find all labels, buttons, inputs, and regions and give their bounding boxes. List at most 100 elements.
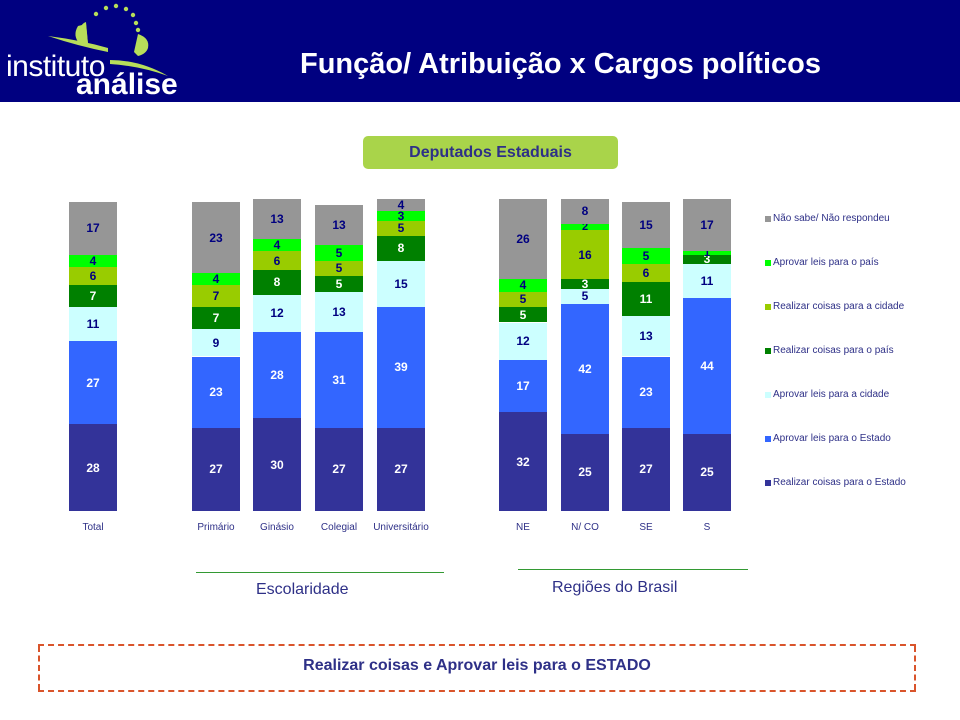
bar-segment: 39 bbox=[377, 307, 425, 428]
legend-item: Realizar coisas para o Estado bbox=[765, 477, 906, 488]
x-axis-label: Primário bbox=[197, 522, 235, 533]
bar-segment: 23 bbox=[622, 356, 670, 428]
bar-segment: 7 bbox=[192, 307, 240, 329]
bar-segment: 5 bbox=[315, 245, 363, 261]
bar-segment: 9 bbox=[192, 328, 240, 357]
bar-segment: 15 bbox=[622, 202, 670, 249]
bar-segment: 13 bbox=[315, 205, 363, 246]
bar-segment: 17 bbox=[499, 359, 547, 413]
bar-segment: 7 bbox=[69, 285, 117, 308]
bar-segment: 6 bbox=[69, 266, 117, 286]
legend-swatch-icon bbox=[765, 215, 771, 222]
bar-segment: 5 bbox=[561, 288, 609, 304]
summary-callout-text: Realizar coisas e Aprovar leis para o ES… bbox=[303, 657, 651, 674]
bar-segment: 8 bbox=[561, 198, 609, 224]
bar-segment: 4 bbox=[192, 272, 240, 286]
legend-label: Realizar coisas para o país bbox=[773, 345, 894, 356]
bar-segment: 42 bbox=[561, 303, 609, 434]
x-axis-label: NE bbox=[516, 522, 530, 533]
bar-segment: 13 bbox=[253, 198, 301, 240]
bar-segment: 23 bbox=[192, 202, 240, 274]
legend-swatch-icon bbox=[765, 303, 771, 310]
bar-segment: 5 bbox=[499, 307, 547, 323]
logo-heads-icon bbox=[48, 3, 168, 76]
bar-segment: 3 bbox=[683, 252, 731, 266]
bar-segment: 17 bbox=[69, 202, 117, 255]
bar-segment: 15 bbox=[377, 260, 425, 308]
bar-segment: 8 bbox=[377, 235, 425, 261]
legend-item: Aprovar leis para o país bbox=[765, 257, 879, 268]
bar-segment: 23 bbox=[192, 356, 240, 428]
bar-segment: 13 bbox=[622, 316, 670, 357]
escolaridade-divider bbox=[196, 572, 444, 573]
legend-item: Realizar coisas para o país bbox=[765, 345, 894, 356]
bar-segment: 28 bbox=[69, 424, 117, 511]
bar-segment: 1 bbox=[683, 247, 731, 259]
x-axis-label: Total bbox=[82, 522, 104, 533]
chart-subtitle-badge: Deputados Estaduais bbox=[363, 136, 618, 169]
bar-segment: 31 bbox=[315, 331, 363, 428]
legend-swatch-icon bbox=[765, 479, 771, 486]
legend-label: Aprovar leis para a cidade bbox=[773, 389, 890, 400]
legend-item: Realizar coisas para a cidade bbox=[765, 301, 904, 312]
institute-logo: instituto análise bbox=[0, 0, 180, 102]
bar-segment: 5 bbox=[315, 260, 363, 277]
bar-segment: 28 bbox=[253, 331, 301, 419]
bar-segment: 26 bbox=[499, 198, 547, 280]
legend-label: Não sabe/ Não respondeu bbox=[773, 213, 890, 224]
logo-text-instituto: instituto bbox=[6, 50, 105, 83]
x-axis-label: N/ CO bbox=[571, 522, 599, 533]
bar-segment: 2 bbox=[561, 221, 609, 233]
legend-swatch-icon bbox=[765, 435, 771, 442]
legend-swatch-icon bbox=[765, 347, 771, 354]
legend-item: Não sabe/ Não respondeu bbox=[765, 213, 890, 224]
legend-label: Realizar coisas para a cidade bbox=[773, 301, 905, 312]
legend-swatch-icon bbox=[765, 391, 771, 398]
bar-segment: 27 bbox=[622, 427, 670, 511]
bar-segment: 27 bbox=[192, 427, 240, 511]
bar-segment: 5 bbox=[315, 276, 363, 292]
bar-segment: 25 bbox=[561, 433, 609, 511]
bar-segment: 13 bbox=[315, 291, 363, 332]
group-label-regioes: Regiões do Brasil bbox=[552, 579, 678, 596]
group-label-escolaridade: Escolaridade bbox=[256, 581, 349, 598]
legend-label: Aprovar leis para o país bbox=[773, 257, 879, 268]
bar-segment: 27 bbox=[377, 427, 425, 511]
bar-segment: 12 bbox=[253, 294, 301, 332]
header-banner: instituto análise Função/ Atribuição x C… bbox=[0, 0, 960, 102]
bar-segment: 11 bbox=[683, 263, 731, 298]
bar-segment: 5 bbox=[499, 291, 547, 308]
bar-segment: 6 bbox=[622, 263, 670, 283]
legend-item: Aprovar leis para a cidade bbox=[765, 389, 889, 400]
legend-swatch-icon bbox=[765, 259, 771, 266]
bar-segment: 5 bbox=[377, 220, 425, 236]
bar-segment: 44 bbox=[683, 297, 731, 434]
bar-segment: 27 bbox=[69, 341, 117, 425]
bar-segment: 4 bbox=[69, 254, 117, 268]
x-axis-label: S bbox=[703, 522, 711, 533]
regioes-divider bbox=[518, 569, 748, 570]
legend-label: Realizar coisas para o Estado bbox=[773, 477, 906, 488]
bar-segment: 8 bbox=[253, 269, 301, 295]
bar-segment: 3 bbox=[561, 277, 609, 291]
x-axis-label: SE bbox=[639, 522, 653, 533]
bar-segment: 11 bbox=[622, 282, 670, 317]
x-axis-label: Ginásio bbox=[260, 522, 294, 533]
bar-segment: 11 bbox=[69, 307, 117, 342]
bar-segment: 4 bbox=[253, 238, 301, 252]
bar-segment: 7 bbox=[192, 285, 240, 308]
bar-segment: 30 bbox=[253, 418, 301, 511]
logo-text-analise: análise bbox=[76, 68, 178, 101]
page-title: Função/ Atribuição x Cargos políticos bbox=[300, 48, 821, 80]
bar-segment: 6 bbox=[253, 251, 301, 270]
bar-segment: 4 bbox=[377, 198, 425, 212]
bar-segment: 17 bbox=[683, 198, 731, 252]
bar-segment: 16 bbox=[561, 229, 609, 280]
legend-label: Aprovar leis para o Estado bbox=[773, 433, 891, 444]
bar-segment: 5 bbox=[622, 248, 670, 264]
bar-segment: 27 bbox=[315, 427, 363, 511]
x-axis-label: Universitário bbox=[373, 522, 429, 533]
bar-segment: 12 bbox=[499, 322, 547, 360]
bar-segment: 32 bbox=[499, 412, 547, 511]
bar-segment: 25 bbox=[683, 433, 731, 511]
